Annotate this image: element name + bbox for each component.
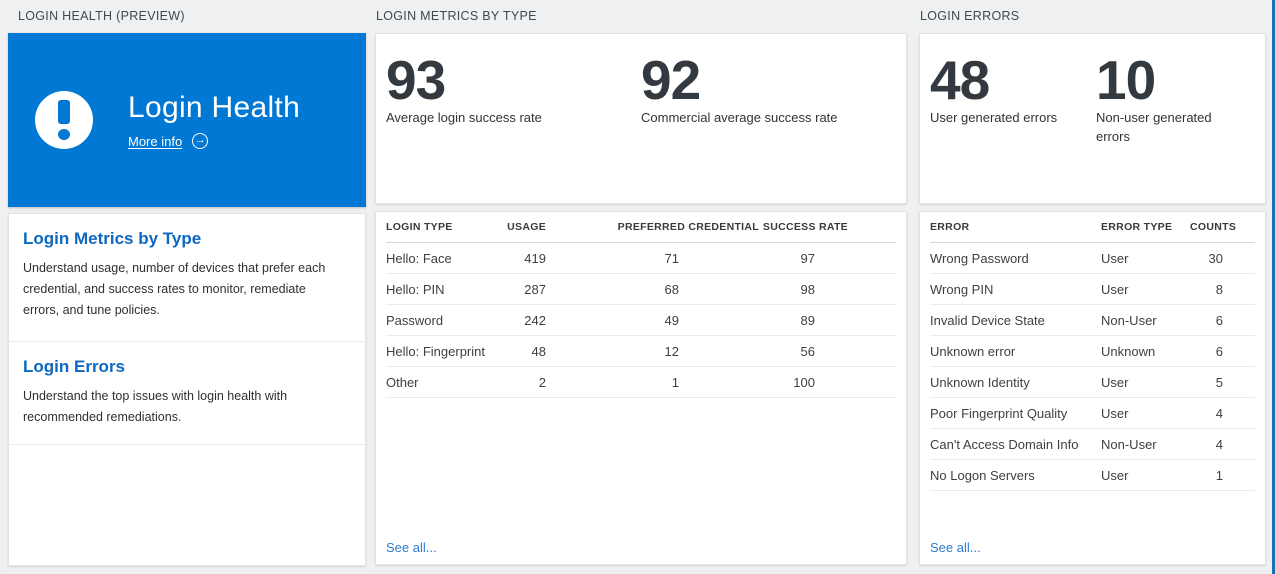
column-header: SUCCESS RATE [762, 221, 848, 233]
stat-label: User generated errors [930, 110, 1058, 126]
column-login-metrics: LOGIN METRICS BY TYPE 93 Average login s… [375, 0, 907, 574]
table-row[interactable]: Unknown Identity User 5 [930, 367, 1255, 398]
arrow-right-icon: → [192, 133, 209, 149]
column-header: USAGE [507, 221, 546, 233]
login-errors-heading[interactable]: Login Errors [23, 357, 126, 376]
info-section-login-errors: Login Errors Understand the top issues w… [9, 342, 365, 445]
column-header: ERROR TYPE [1101, 221, 1173, 233]
table-row[interactable]: Password 242 49 89 [386, 305, 896, 336]
table-row[interactable]: Invalid Device State Non-User 6 [930, 305, 1255, 336]
login-health-tile[interactable]: Login Health More info → [8, 33, 366, 207]
info-section-login-metrics: Login Metrics by Type Understand usage, … [9, 214, 365, 342]
errors-table-header: ERROR ERROR TYPE COUNTS [930, 212, 1255, 243]
column-login-errors: LOGIN ERRORS 48 User generated errors 10… [919, 0, 1266, 574]
stat-value: 92 [641, 49, 701, 111]
table-row[interactable]: Poor Fingerprint Quality User 4 [930, 398, 1255, 429]
section-header-login-health: LOGIN HEALTH (PREVIEW) [18, 9, 185, 23]
metrics-table-card: LOGIN TYPE USAGE PREFERRED CREDENTIAL SU… [375, 211, 907, 565]
table-row[interactable]: Wrong PIN User 8 [930, 274, 1255, 305]
column-header: LOGIN TYPE [386, 221, 453, 233]
stat-commercial-success-rate: 92 Commercial average success rate [641, 52, 838, 203]
errors-stat-card: 48 User generated errors 10 Non-user gen… [919, 33, 1266, 204]
table-row[interactable]: Wrong Password User 30 [930, 243, 1255, 274]
stat-label: Average login success rate [386, 110, 542, 126]
stat-value: 93 [386, 49, 446, 111]
section-header-login-errors: LOGIN ERRORS [920, 9, 1020, 23]
stat-average-success-rate: 93 Average login success rate [386, 52, 641, 203]
hero-text: Login Health More info → [128, 91, 300, 149]
more-info-link[interactable]: More info → [128, 133, 209, 149]
table-row[interactable]: Can't Access Domain Info Non-User 4 [930, 429, 1255, 460]
column-header: PREFERRED CREDENTIAL [617, 221, 759, 233]
metrics-stat-card: 93 Average login success rate 92 Commerc… [375, 33, 907, 204]
hero-title: Login Health [128, 91, 301, 124]
column-header: COUNTS [1190, 221, 1236, 233]
table-row[interactable]: No Logon Servers User 1 [930, 460, 1255, 491]
login-health-info-card: Login Metrics by Type Understand usage, … [8, 213, 366, 566]
table-row[interactable]: Hello: PIN 287 68 98 [386, 274, 896, 305]
stat-value: 10 [1096, 49, 1156, 111]
more-info-label: More info [128, 133, 183, 149]
section-header-login-metrics: LOGIN METRICS BY TYPE [376, 9, 537, 23]
login-errors-description: Understand the top issues with login hea… [23, 389, 288, 424]
column-login-health: LOGIN HEALTH (PREVIEW) Login Health More… [8, 0, 366, 574]
table-row[interactable]: Other 2 1 100 [386, 367, 896, 398]
login-metrics-description: Understand usage, number of devices that… [23, 261, 326, 317]
exclamation-icon [35, 91, 93, 149]
see-all-link-metrics[interactable]: See all... [386, 540, 437, 555]
see-all-link-errors[interactable]: See all... [930, 540, 981, 555]
table-row[interactable]: Hello: Fingerprint 48 12 56 [386, 336, 896, 367]
table-row[interactable]: Unknown error Unknown 6 [930, 336, 1255, 367]
column-header: ERROR [930, 221, 970, 233]
stat-value: 48 [930, 49, 990, 111]
metrics-table-header: LOGIN TYPE USAGE PREFERRED CREDENTIAL SU… [386, 212, 896, 243]
stat-non-user-errors: 10 Non-user generated errors [1096, 52, 1246, 203]
stat-label: Commercial average success rate [641, 110, 838, 126]
table-row[interactable]: Hello: Face 419 71 97 [386, 243, 896, 274]
errors-table-card: ERROR ERROR TYPE COUNTS Wrong Password Us… [919, 211, 1266, 565]
login-metrics-heading[interactable]: Login Metrics by Type [23, 229, 202, 248]
right-edge-accent-bar [1272, 0, 1275, 574]
stat-user-errors: 48 User generated errors [930, 52, 1096, 203]
stat-label: Non-user generated errors [1096, 110, 1212, 144]
